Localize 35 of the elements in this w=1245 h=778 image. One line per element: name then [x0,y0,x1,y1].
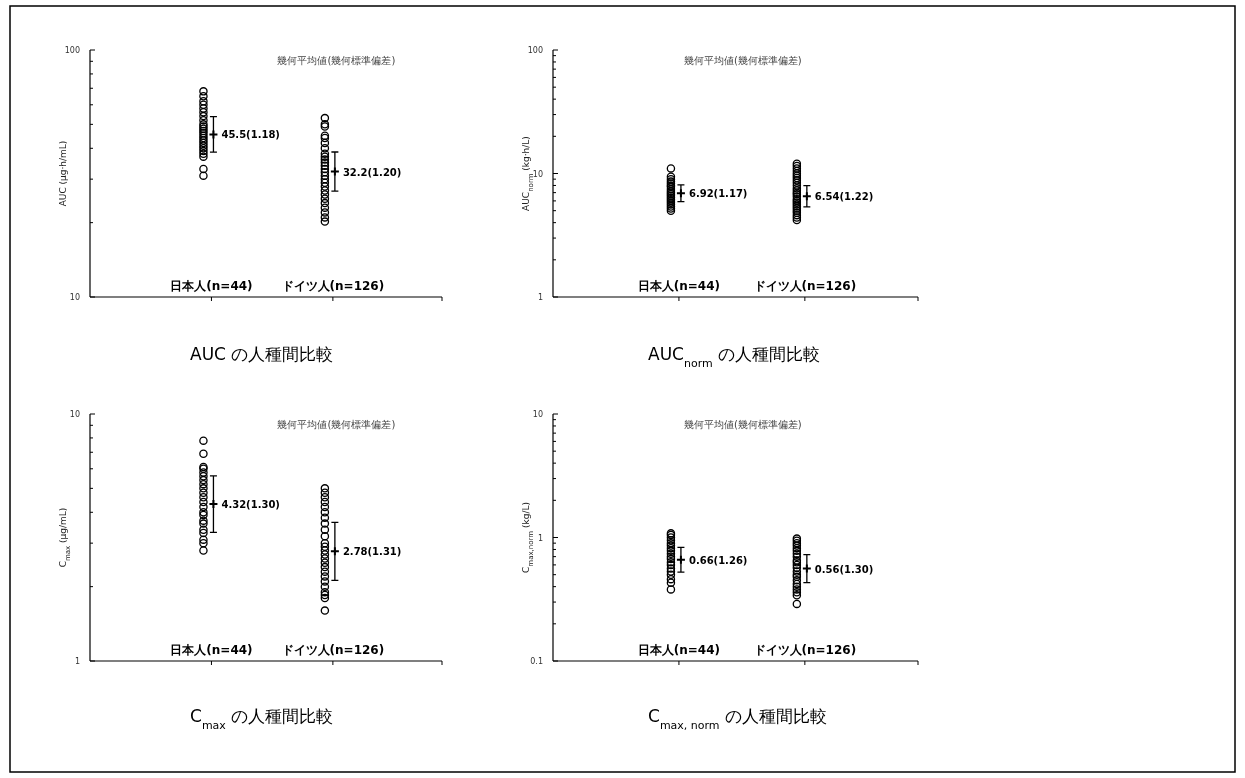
data-label: 32.2(1.20) [342,166,402,178]
x-tick-label: 日本人(n=44) [637,643,721,657]
data-label: 0.56(1.30) [814,563,874,575]
data-label: 6.54(1.22) [814,191,874,203]
text: AUC の人種間比較 [190,344,334,364]
y-tick-label: 10 [69,410,80,419]
y-tick-label: 100 [527,46,543,55]
y-tick-label: 10 [532,410,543,419]
y-tick-label: 1 [74,657,80,666]
x-tick-label: 日本人(n=44) [637,279,721,293]
data-label: 2.78(1.31) [342,546,402,558]
text: C$_{max}$ の人種間比較 [190,706,334,732]
text: C$_{max, norm}$ の人種間比較 [648,706,827,732]
text: AUC$_{norm}$ の人種間比較 [648,344,821,370]
x-tick-label: ドイツ人(n=126) [753,643,857,657]
x-tick-label: 日本人(n=44) [170,643,253,657]
annotation: 幾何平均値(幾何標準偏差) [683,55,802,66]
annotation: 幾何平均値(幾何標準偏差) [277,419,396,430]
annotation: 幾何平均値(幾何標準偏差) [277,55,396,66]
y-tick-label: 1 [537,293,543,302]
x-tick-label: ドイツ人(n=126) [753,279,857,293]
data-label: 4.32(1.30) [221,499,280,511]
x-tick-label: 日本人(n=44) [170,279,253,293]
y-axis-title: AUC (μg·h/mL) [58,140,68,207]
y-tick-label: 1 [537,533,543,543]
y-tick-label: 0.1 [530,657,543,666]
data-label: 0.66(1.26) [688,554,748,566]
y-tick-label: 10 [69,293,80,302]
y-tick-label: 10 [532,169,543,179]
x-tick-label: ドイツ人(n=126) [281,643,385,657]
annotation: 幾何平均値(幾何標準偏差) [683,419,802,430]
y-tick-label: 100 [64,46,80,55]
data-label: 45.5(1.18) [221,129,280,141]
data-label: 6.92(1.17) [688,188,748,200]
x-tick-label: ドイツ人(n=126) [281,279,385,293]
